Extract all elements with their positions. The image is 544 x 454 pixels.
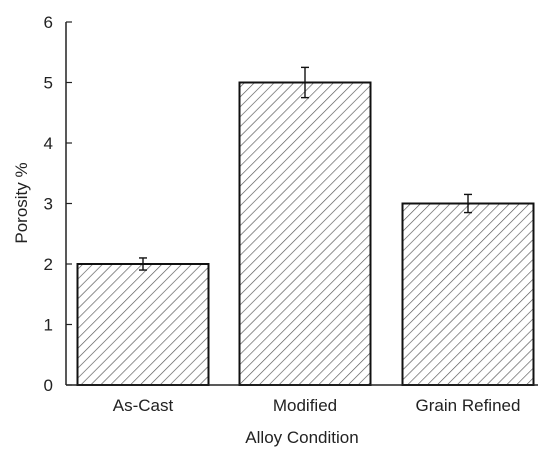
- x-tick-label: Modified: [273, 396, 337, 415]
- y-tick-label: 3: [44, 195, 53, 214]
- bars: [76, 81, 535, 386]
- bar-as-cast: [76, 263, 210, 386]
- x-axis-label: Alloy Condition: [245, 428, 358, 447]
- x-tick-label: Grain Refined: [416, 396, 521, 415]
- y-axis-ticks: 0 1 2 3 4 5 6: [44, 13, 72, 395]
- y-tick-label: 0: [44, 376, 53, 395]
- y-tick-label: 6: [44, 13, 53, 32]
- y-tick-label: 4: [44, 134, 53, 153]
- x-tick-label: As-Cast: [113, 396, 174, 415]
- x-axis-ticks: As-Cast Modified Grain Refined: [113, 396, 521, 415]
- bar-modified: [238, 81, 372, 386]
- y-tick-label: 1: [44, 316, 53, 335]
- y-tick-label: 5: [44, 74, 53, 93]
- bar-grain-refined: [401, 202, 535, 386]
- y-tick-label: 2: [44, 255, 53, 274]
- y-axis-label: Porosity %: [12, 162, 31, 243]
- error-bars: [139, 66, 472, 271]
